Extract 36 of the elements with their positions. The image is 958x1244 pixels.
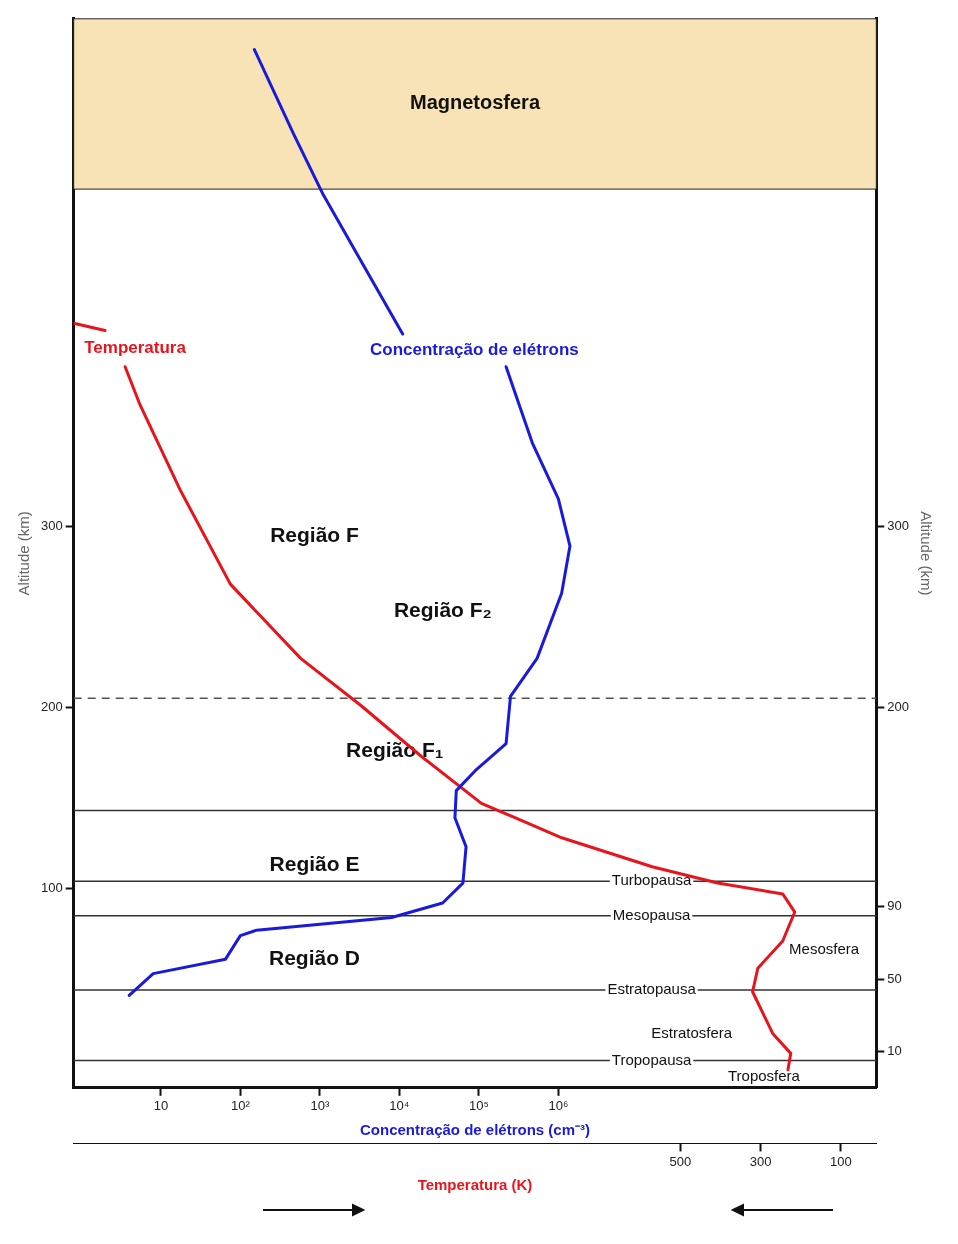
series-label: Concentração de elétrons xyxy=(369,340,579,360)
y-tick-label: 100 xyxy=(40,880,63,896)
y2-tick-label: 90 xyxy=(887,898,902,914)
annotation: Região E xyxy=(269,852,360,876)
x2-tick-label: 100 xyxy=(830,1153,852,1169)
ref-line-label: Tropopausa xyxy=(611,1050,692,1068)
x-axis-title: Concentração de elétrons (cm⁻³) xyxy=(359,1120,591,1138)
ref-line-label: Estratopausa xyxy=(607,980,697,998)
y2-axis-title: Altitude (km) xyxy=(917,511,935,596)
y2-tick-label: 200 xyxy=(887,698,910,714)
y2-tick-label: 50 xyxy=(887,970,902,986)
x-tick-label: 10⁴ xyxy=(389,1098,410,1114)
x-tick-label: 10 xyxy=(153,1098,169,1114)
annotation: Troposfera xyxy=(727,1067,801,1085)
y-tick-label: 300 xyxy=(40,517,63,533)
y-axis-title: Altitude (km) xyxy=(15,511,33,596)
annotation: Região D xyxy=(268,946,360,970)
annotation: Região F₁ xyxy=(346,737,444,761)
series-label: Temperatura xyxy=(84,338,187,358)
ref-line-label: Turbopausa xyxy=(611,871,692,889)
x-tick-label: 10³ xyxy=(310,1098,330,1114)
x2-tick-label: 300 xyxy=(749,1153,772,1169)
annotation: Mesosfera xyxy=(789,940,860,958)
x-tick-label: 10⁵ xyxy=(468,1098,489,1114)
y2-tick-label: 300 xyxy=(887,517,910,533)
x2-axis-title: Temperatura (K) xyxy=(417,1176,533,1194)
annotation: Região F xyxy=(270,522,359,546)
annotation: Região F₂ xyxy=(393,597,492,621)
annotation: Estratosfera xyxy=(651,1024,733,1042)
x2-tick-label: 500 xyxy=(669,1153,692,1169)
y-tick-label: 200 xyxy=(40,698,63,714)
x-tick-label: 10⁶ xyxy=(548,1098,569,1114)
x-tick-label: 10² xyxy=(230,1098,251,1114)
band-label: Magnetosfera xyxy=(409,91,541,114)
ref-line-label: Mesopausa xyxy=(612,905,691,923)
y2-tick-label: 10 xyxy=(887,1043,902,1059)
